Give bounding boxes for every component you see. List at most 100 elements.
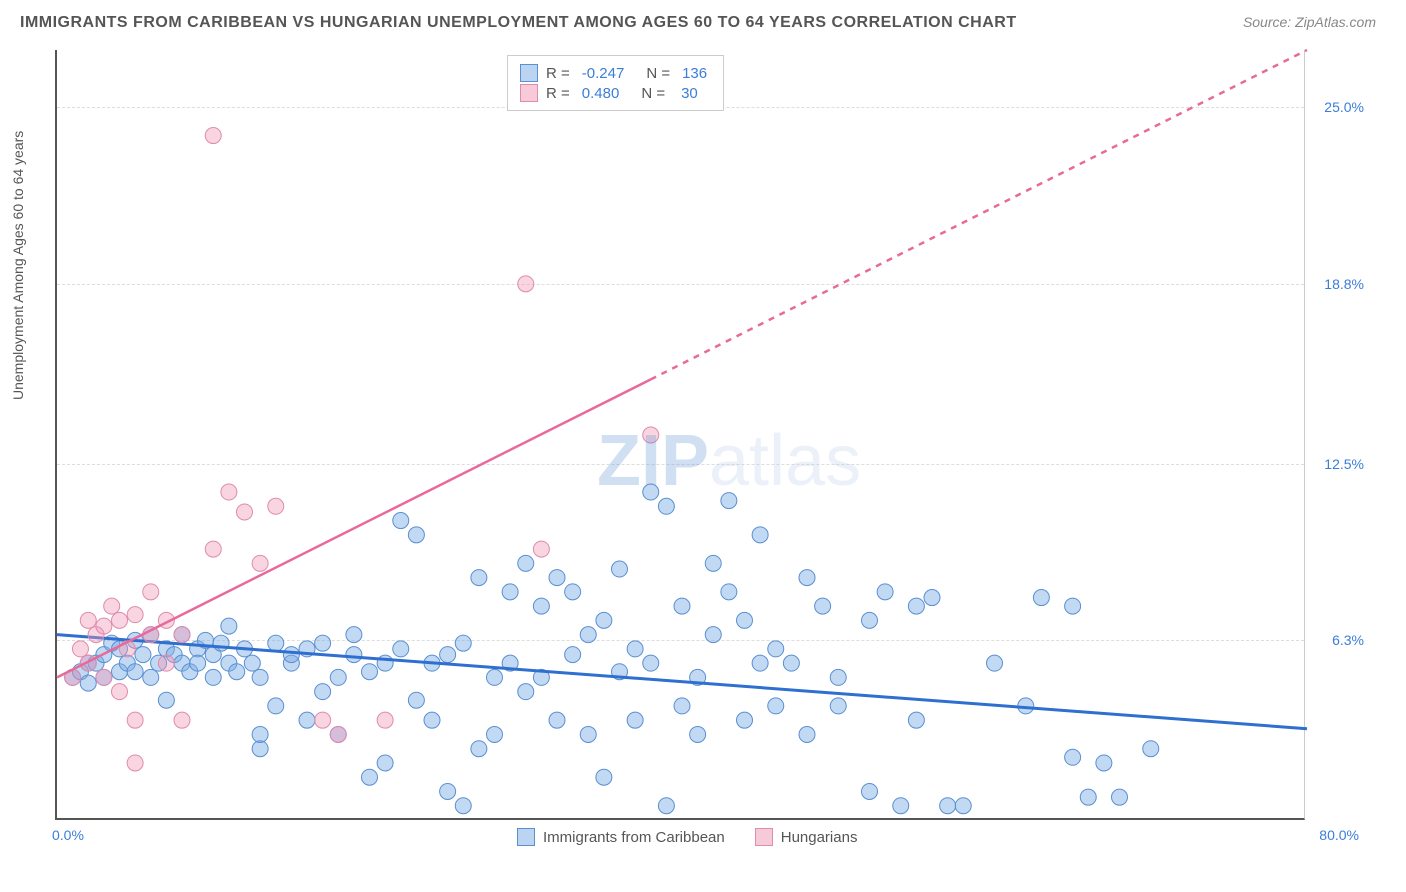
y-tick-label: 25.0% [1309, 99, 1364, 115]
data-point [549, 712, 565, 728]
data-point [815, 598, 831, 614]
data-point [1065, 749, 1081, 765]
data-point [705, 627, 721, 643]
data-point [549, 570, 565, 586]
data-point [643, 427, 659, 443]
data-point [580, 627, 596, 643]
y-axis-label: Unemployment Among Ages 60 to 64 years [10, 131, 26, 400]
data-point [830, 698, 846, 714]
data-point [346, 647, 362, 663]
series-legend: Immigrants from Caribbean Hungarians [517, 828, 857, 846]
data-point [80, 675, 96, 691]
data-point [330, 726, 346, 742]
data-point [237, 504, 253, 520]
data-point [518, 555, 534, 571]
data-point [924, 590, 940, 606]
data-point [1112, 789, 1128, 805]
r-value-hungarians: 0.480 [582, 85, 620, 102]
data-point [143, 584, 159, 600]
data-point [268, 498, 284, 514]
data-point [393, 641, 409, 657]
data-point [799, 570, 815, 586]
data-point [518, 276, 534, 292]
data-point [737, 712, 753, 728]
data-point [1033, 590, 1049, 606]
r-label: R = [546, 65, 570, 82]
data-point [987, 655, 1003, 671]
data-point [596, 612, 612, 628]
data-point [721, 584, 737, 600]
data-point [893, 798, 909, 814]
data-point [674, 698, 690, 714]
data-point [627, 712, 643, 728]
data-point [658, 798, 674, 814]
data-point [627, 641, 643, 657]
data-point [252, 669, 268, 685]
data-point [268, 698, 284, 714]
data-point [830, 669, 846, 685]
scatter-plot [57, 50, 1307, 820]
data-point [190, 655, 206, 671]
data-point [596, 769, 612, 785]
trend-line [57, 635, 1307, 729]
data-point [565, 647, 581, 663]
data-point [1065, 598, 1081, 614]
data-point [283, 647, 299, 663]
data-point [612, 561, 628, 577]
data-point [471, 741, 487, 757]
legend-swatch-icon [517, 828, 535, 846]
data-point [112, 612, 128, 628]
data-point [768, 698, 784, 714]
data-point [502, 584, 518, 600]
data-point [752, 655, 768, 671]
data-point [862, 783, 878, 799]
data-point [408, 527, 424, 543]
data-point [799, 726, 815, 742]
data-point [752, 527, 768, 543]
data-point [955, 798, 971, 814]
data-point [658, 498, 674, 514]
data-point [158, 692, 174, 708]
chart-container: ZIPatlas R = -0.247 N = 136 R = 0.480 N … [55, 50, 1365, 830]
data-point [135, 647, 151, 663]
data-point [487, 669, 503, 685]
data-point [127, 755, 143, 771]
legend-swatch-caribbean [520, 64, 538, 82]
data-point [518, 684, 534, 700]
data-point [455, 798, 471, 814]
data-point [455, 635, 471, 651]
data-point [80, 612, 96, 628]
data-point [315, 684, 331, 700]
data-point [1080, 789, 1096, 805]
chart-title: IMMIGRANTS FROM CARIBBEAN VS HUNGARIAN U… [20, 14, 1017, 32]
data-point [565, 584, 581, 600]
legend-row-caribbean: R = -0.247 N = 136 [520, 64, 711, 82]
data-point [158, 655, 174, 671]
data-point [377, 755, 393, 771]
data-point [1143, 741, 1159, 757]
data-point [940, 798, 956, 814]
legend-row-hungarians: R = 0.480 N = 30 [520, 84, 711, 102]
data-point [143, 669, 159, 685]
data-point [705, 555, 721, 571]
data-point [72, 641, 88, 657]
n-value-hungarians: 30 [681, 85, 698, 102]
x-tick-max: 80.0% [1319, 827, 1359, 843]
data-point [674, 598, 690, 614]
plot-area: ZIPatlas R = -0.247 N = 136 R = 0.480 N … [55, 50, 1305, 820]
data-point [783, 655, 799, 671]
trend-line-dashed [651, 50, 1307, 379]
n-value-caribbean: 136 [682, 65, 707, 82]
data-point [221, 618, 237, 634]
data-point [104, 598, 120, 614]
data-point [768, 641, 784, 657]
data-point [229, 664, 245, 680]
data-point [862, 612, 878, 628]
data-point [440, 783, 456, 799]
legend-label: Immigrants from Caribbean [543, 829, 725, 846]
data-point [362, 769, 378, 785]
data-point [690, 726, 706, 742]
data-point [643, 655, 659, 671]
data-point [315, 635, 331, 651]
legend-label: Hungarians [781, 829, 858, 846]
